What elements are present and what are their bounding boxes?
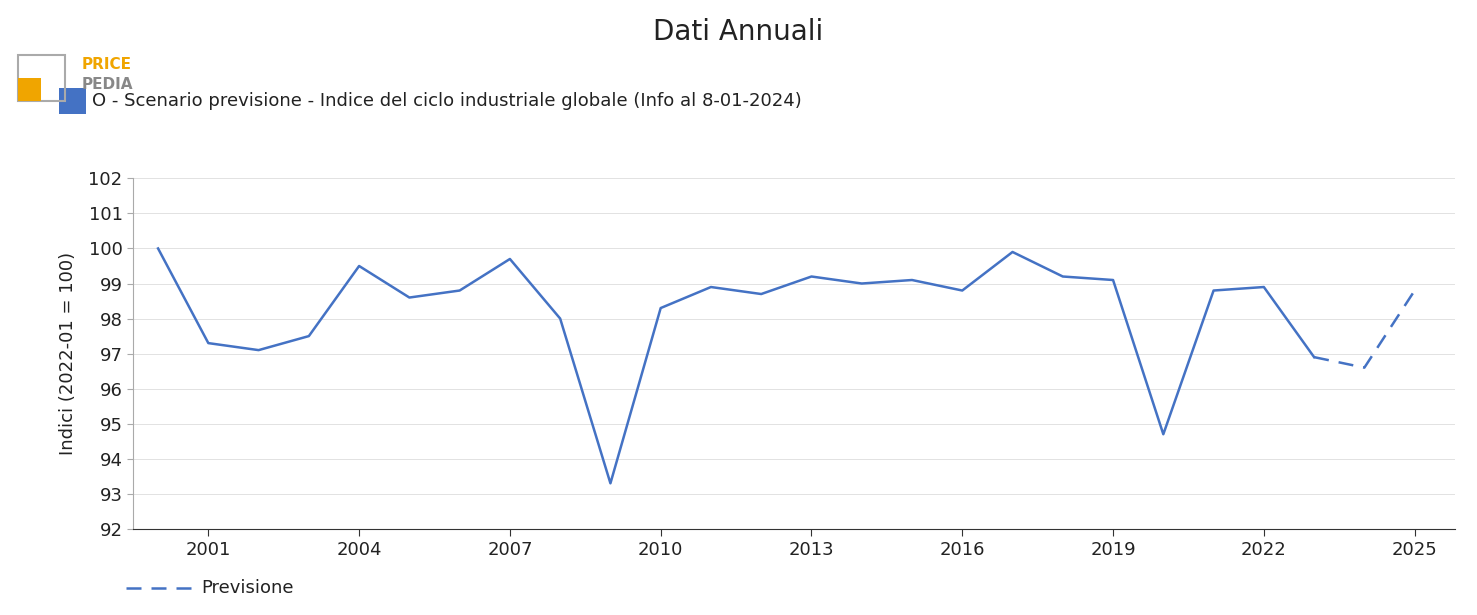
Text: Previsione: Previsione [201, 579, 294, 597]
Text: Dati Annuali: Dati Annuali [653, 18, 824, 47]
Text: PEDIA: PEDIA [81, 77, 133, 92]
Y-axis label: Indici (2022-01 = 100): Indici (2022-01 = 100) [59, 252, 77, 455]
Text: PRICE: PRICE [81, 57, 131, 72]
Text: O - Scenario previsione - Indice del ciclo industriale globale (Info al 8-01-202: O - Scenario previsione - Indice del cic… [92, 92, 802, 110]
